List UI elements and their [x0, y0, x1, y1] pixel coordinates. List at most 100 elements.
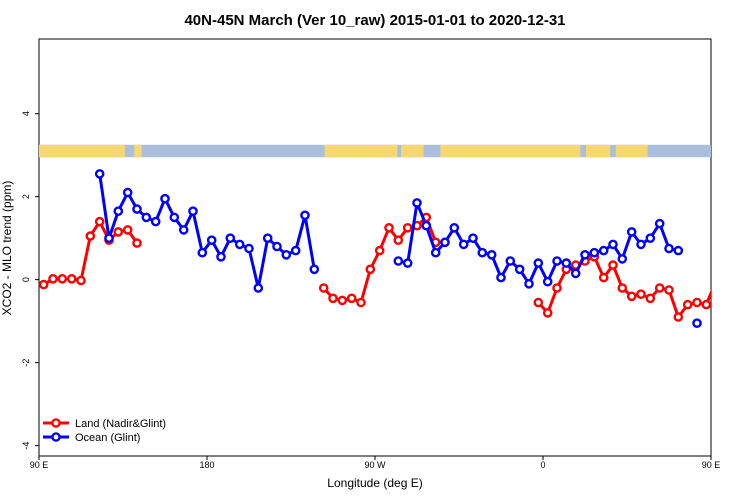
data-point [393, 235, 404, 245]
data-point [731, 275, 738, 282]
data-point [160, 193, 170, 204]
x-tick-label: 90 E [702, 460, 721, 470]
data-point [309, 264, 320, 275]
land-band-segment [401, 144, 424, 158]
data-point [477, 247, 488, 258]
data-point [598, 272, 609, 283]
x-tick-label: 90 W [364, 460, 386, 470]
data-point [169, 212, 180, 223]
data-point [393, 256, 404, 266]
data-point [654, 283, 665, 293]
data-point [197, 247, 208, 258]
data-point [561, 258, 572, 268]
data-point [626, 291, 637, 302]
x-tick-label: 90 E [30, 460, 49, 470]
land-band-segment [324, 144, 398, 158]
data-point [328, 293, 338, 304]
data-point [76, 275, 86, 286]
y-tick-label: 4 [21, 111, 31, 116]
data-point [141, 212, 152, 223]
data-point [533, 297, 544, 308]
data-point [188, 206, 198, 216]
data-point [740, 275, 747, 282]
land-band-segment [585, 144, 611, 158]
legend-marker [51, 418, 61, 428]
data-point [39, 279, 49, 290]
data-point [113, 227, 124, 237]
data-point [374, 245, 385, 256]
y-tick-label: -4 [21, 442, 31, 450]
land-band-segment [615, 144, 648, 158]
data-point [608, 239, 618, 250]
x-axis: 90 E 180 90 W 0 90 E [30, 456, 721, 470]
data-point [636, 289, 646, 300]
data-point [384, 222, 394, 233]
data-point [533, 258, 544, 268]
y-axis: -4 -2 0 2 4 [21, 111, 39, 450]
data-point [412, 198, 422, 208]
data-point [262, 233, 273, 243]
data-point [430, 247, 441, 258]
data-point [458, 239, 469, 250]
data-point [692, 318, 702, 329]
land-ocean-band [39, 144, 711, 158]
data-point [598, 245, 609, 256]
series-land [39, 212, 747, 322]
data-point [122, 225, 133, 235]
data-point [113, 206, 124, 216]
data-point [346, 293, 357, 304]
legend-item: Land (Nadir&Glint) [43, 418, 166, 430]
data-point [645, 233, 656, 243]
land-band-segment [39, 144, 125, 158]
data-point [94, 216, 105, 227]
data-point [514, 264, 525, 275]
data-point [580, 249, 590, 260]
x-axis-label: Longitude (deg E) [327, 476, 422, 490]
data-point [122, 187, 133, 198]
legend-label: Ocean (Glint) [75, 432, 140, 444]
data-point [664, 243, 674, 254]
data-point [253, 283, 264, 293]
data-point [626, 227, 637, 237]
data-point [356, 297, 366, 308]
data-point [402, 222, 413, 233]
y-axis-label: XCO2 - MLO trend (ppm) [0, 181, 14, 316]
data-point [281, 249, 292, 260]
data-point [608, 260, 618, 270]
data-point [104, 233, 114, 243]
data-point [85, 231, 96, 241]
data-point [673, 245, 684, 256]
y-tick-label: 0 [21, 277, 31, 282]
data-point [57, 273, 68, 284]
legend-item: Ocean (Glint) [43, 432, 140, 444]
data-point [337, 295, 348, 306]
data-point [636, 239, 646, 250]
data-point [365, 264, 376, 275]
plot-area [38, 38, 712, 457]
legend: Land (Nadir&Glint) Ocean (Glint) [43, 418, 166, 444]
data-point [673, 312, 684, 322]
chart-title: 40N-45N March (Ver 10_raw) 2015-01-01 to… [184, 12, 565, 29]
data-point [402, 258, 413, 268]
data-point [94, 169, 105, 179]
land-band-segment [440, 144, 581, 158]
data-point [440, 237, 450, 248]
data-point [570, 268, 581, 279]
data-point [505, 256, 516, 266]
data-point [290, 245, 301, 256]
legend-label: Land (Nadir&Glint) [75, 418, 166, 430]
data-point [486, 249, 497, 260]
data-point [664, 285, 674, 295]
data-point [318, 283, 329, 293]
land-band-segment [134, 144, 142, 158]
data-point [272, 241, 282, 252]
data-point [48, 273, 58, 284]
data-point [468, 233, 478, 243]
data-point [524, 278, 534, 289]
data-point [617, 283, 628, 293]
data-point [449, 222, 460, 233]
legend-marker [51, 432, 61, 442]
data-point [617, 254, 628, 264]
data-point [178, 225, 189, 235]
